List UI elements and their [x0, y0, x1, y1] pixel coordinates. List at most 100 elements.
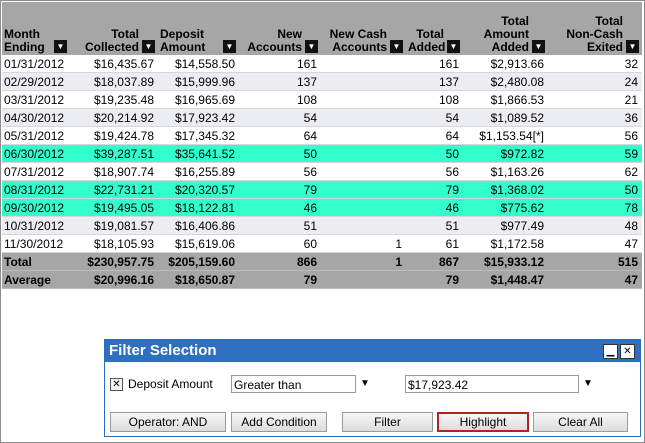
value-input[interactable]: $17,923.42: [405, 375, 579, 393]
column-header-label: Deposit Amount: [160, 28, 236, 55]
table-row[interactable]: 08/31/2012 $22,731.21 $20,320.57 79 79 $1,368…: [2, 180, 642, 199]
table-row[interactable]: 06/30/2012 $39,287.51 $35,641.52 50 50 $972.8…: [2, 144, 642, 163]
cell-amount-added: $1,172.58: [463, 234, 548, 253]
column-header[interactable]: New Cash Accounts ▼: [321, 2, 406, 55]
dialog-titlebar[interactable]: Filter Selection ▁ ✕: [105, 340, 640, 362]
cell-deposit: $20,320.57: [158, 180, 239, 199]
table-row[interactable]: 01/31/2012 $16,435.67 $14,558.50 161 161 $2,9…: [2, 55, 642, 73]
summary-amount-added: $15,933.12: [463, 252, 548, 271]
summary-exited: 47: [548, 270, 642, 289]
column-header-label: New Accounts: [241, 28, 318, 55]
sort-dropdown-icon[interactable]: ▼: [532, 40, 545, 53]
sort-dropdown-icon[interactable]: ▼: [223, 40, 236, 53]
cell-new-cash: [321, 90, 406, 109]
condition-field-label: Deposit Amount: [128, 377, 213, 391]
table-row[interactable]: 02/29/2012 $18,037.89 $15,999.96 137 137 $2,4…: [2, 72, 642, 91]
column-header-line: Deposit: [160, 27, 205, 41]
column-header-line: Month: [4, 27, 40, 41]
cell-collected: $18,037.89: [70, 72, 158, 91]
column-header[interactable]: Total Added ▼: [406, 2, 463, 55]
table-row[interactable]: 05/31/2012 $19,424.78 $17,345.32 64 64 $1,153…: [2, 126, 642, 145]
column-header-line: Added: [491, 40, 529, 54]
summary-collected: $20,996.16: [70, 270, 158, 289]
cell-collected: $20,214.92: [70, 108, 158, 127]
dialog-title: Filter Selection: [109, 342, 217, 359]
column-header[interactable]: Total Amount Added ▼: [463, 2, 548, 55]
sort-dropdown-icon[interactable]: ▼: [390, 40, 403, 53]
summary-row: Average $20,996.16 $18,650.87 79 79 $1,448.47…: [2, 270, 642, 289]
cell-collected: $19,081.57: [70, 216, 158, 235]
highlight-button[interactable]: Highlight: [437, 412, 529, 432]
cell-month: 06/30/2012: [2, 144, 70, 163]
cell-exited: 36: [548, 108, 642, 127]
cell-collected: $39,287.51: [70, 144, 158, 163]
summary-total-added: 79: [406, 270, 463, 289]
cell-exited: 56: [548, 126, 642, 145]
cell-amount-added: $1,089.52: [463, 108, 548, 127]
sort-dropdown-icon[interactable]: ▼: [626, 40, 639, 53]
clear-all-button[interactable]: Clear All: [533, 412, 628, 432]
summary-label: Total: [2, 252, 70, 271]
value-dropdown-icon[interactable]: ▼: [583, 378, 593, 389]
cell-amount-added: $1,163.26: [463, 162, 548, 181]
cell-total-added: 161: [406, 55, 463, 73]
column-header-line: Amount: [483, 27, 529, 41]
operator-select[interactable]: Greater than: [231, 375, 356, 393]
filter-dialog[interactable]: Filter Selection ▁ ✕ ✕ Deposit Amount Gr…: [104, 339, 641, 437]
column-header[interactable]: New Accounts ▼: [239, 2, 321, 55]
cell-collected: $19,424.78: [70, 126, 158, 145]
table-row[interactable]: 04/30/2012 $20,214.92 $17,923.42 54 54 $1,089…: [2, 108, 642, 127]
table-row[interactable]: 09/30/2012 $19,495.05 $18,122.81 46 46 $775.6…: [2, 198, 642, 217]
sort-dropdown-icon[interactable]: ▼: [54, 40, 67, 53]
cell-collected: $19,235.48: [70, 90, 158, 109]
cell-exited: 24: [548, 72, 642, 91]
table-row[interactable]: 03/31/2012 $19,235.48 $16,965.69 108 108 $1,8…: [2, 90, 642, 109]
cell-deposit: $18,122.81: [158, 198, 239, 217]
cell-total-added: 64: [406, 126, 463, 145]
cell-new-accounts: 161: [239, 55, 321, 73]
table-row[interactable]: 11/30/2012 $18,105.93 $15,619.06 60 1 61 $1,17…: [2, 234, 642, 253]
x-icon[interactable]: ✕: [110, 378, 123, 391]
cell-deposit: $17,345.32: [158, 126, 239, 145]
cell-new-cash: 1: [321, 234, 406, 253]
operator-and-button[interactable]: Operator: AND: [110, 412, 226, 432]
summary-amount-added: $1,448.47: [463, 270, 548, 289]
minimize-icon[interactable]: ▁: [603, 344, 618, 359]
cell-new-cash: [321, 162, 406, 181]
column-header-line: Added: [408, 40, 446, 54]
report-table: Month Ending ▼ Total Collected ▼ Deposit Amount…: [2, 2, 642, 289]
cell-total-added: 54: [406, 108, 463, 127]
table-row[interactable]: 07/31/2012 $18,907.74 $16,255.89 56 56 $1,163…: [2, 162, 642, 181]
summary-new-cash: [321, 270, 406, 289]
operator-dropdown-icon[interactable]: ▼: [360, 378, 370, 389]
column-header-label: Total Added: [408, 28, 460, 55]
cell-total-added: 56: [406, 162, 463, 181]
cell-collected: $19,495.05: [70, 198, 158, 217]
cell-amount-added: $1,153.54[*]: [463, 126, 548, 145]
cell-exited: 78: [548, 198, 642, 217]
cell-month: 10/31/2012: [2, 216, 70, 235]
column-header[interactable]: Deposit Amount ▼: [158, 2, 239, 55]
sort-dropdown-icon[interactable]: ▼: [305, 40, 318, 53]
table-row[interactable]: 10/31/2012 $19,081.57 $16,406.86 51 51 $977.4…: [2, 216, 642, 235]
column-header[interactable]: Total Collected ▼: [70, 2, 158, 55]
sort-dropdown-icon[interactable]: ▼: [142, 40, 155, 53]
cell-deposit: $35,641.52: [158, 144, 239, 163]
column-header[interactable]: Total Non-Cash Exited ▼: [548, 2, 642, 55]
sort-dropdown-icon[interactable]: ▼: [447, 40, 460, 53]
column-header-line: Total: [501, 14, 529, 28]
cell-collected: $22,731.21: [70, 180, 158, 199]
cell-month: 07/31/2012: [2, 162, 70, 181]
column-header[interactable]: Month Ending ▼: [2, 2, 70, 55]
cell-amount-added: $1,368.02: [463, 180, 548, 199]
cell-new-cash: [321, 55, 406, 73]
summary-new-cash: 1: [321, 252, 406, 271]
column-header-line: Exited: [586, 40, 623, 54]
cell-new-accounts: 54: [239, 108, 321, 127]
summary-deposit: $18,650.87: [158, 270, 239, 289]
summary-total-added: 867: [406, 252, 463, 271]
add-condition-button[interactable]: Add Condition: [231, 412, 327, 432]
filter-button[interactable]: Filter: [342, 412, 433, 432]
close-icon[interactable]: ✕: [620, 344, 635, 359]
